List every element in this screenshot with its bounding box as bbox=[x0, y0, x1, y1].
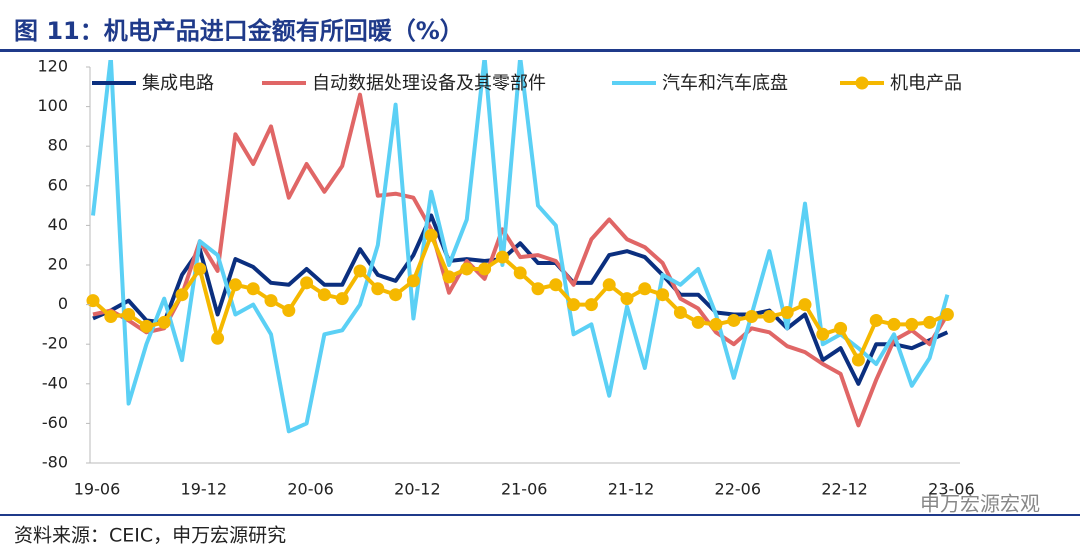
point bbox=[193, 262, 207, 276]
point bbox=[389, 288, 403, 302]
x-tick-label: 19-06 bbox=[74, 480, 121, 499]
point bbox=[638, 282, 652, 296]
x-tick-label: 23-06 bbox=[928, 480, 975, 499]
legend-label: 集成电路 bbox=[142, 73, 214, 94]
point bbox=[513, 266, 527, 280]
point bbox=[264, 294, 278, 308]
y-tick-label: 0 bbox=[58, 294, 68, 313]
point bbox=[834, 321, 848, 335]
y-tick-label: 100 bbox=[37, 96, 68, 115]
point bbox=[442, 270, 456, 284]
point bbox=[460, 262, 474, 276]
point bbox=[495, 250, 509, 264]
series-line bbox=[91, 60, 950, 434]
point bbox=[300, 276, 314, 290]
point bbox=[139, 319, 153, 333]
legend-item: 集成电路 bbox=[92, 73, 214, 94]
point bbox=[175, 288, 189, 302]
x-tick-label: 20-06 bbox=[287, 480, 334, 499]
point bbox=[602, 278, 616, 292]
legend-item: 机电产品 bbox=[840, 73, 962, 94]
y-tick-label: 60 bbox=[48, 175, 68, 194]
y-tick-label: 40 bbox=[48, 215, 68, 234]
point bbox=[531, 282, 545, 296]
point bbox=[762, 309, 776, 323]
point bbox=[122, 308, 136, 321]
point bbox=[228, 278, 242, 292]
plot-area bbox=[86, 60, 954, 434]
y-tick-label: -20 bbox=[42, 334, 68, 353]
legend-marker bbox=[855, 76, 869, 90]
footer-rule bbox=[0, 514, 1080, 516]
legend-label: 机电产品 bbox=[890, 73, 962, 94]
point bbox=[780, 306, 794, 320]
point bbox=[567, 298, 581, 312]
legend-item: 汽车和汽车底盘 bbox=[612, 73, 788, 94]
chart-title: 图 11：机电产品进口金额有所回暖（%） bbox=[14, 17, 464, 45]
point bbox=[424, 228, 438, 242]
point bbox=[353, 264, 367, 278]
x-tick-label: 22-12 bbox=[821, 480, 868, 499]
point bbox=[86, 294, 100, 308]
point bbox=[335, 292, 349, 306]
point bbox=[816, 327, 830, 341]
point bbox=[157, 315, 171, 329]
legend-label: 自动数据处理设备及其零部件 bbox=[312, 73, 546, 94]
point bbox=[851, 353, 865, 367]
legend-item: 自动数据处理设备及其零部件 bbox=[262, 73, 546, 94]
point bbox=[584, 298, 598, 312]
y-tick-label: 80 bbox=[48, 136, 68, 155]
point bbox=[940, 308, 954, 321]
point bbox=[549, 278, 563, 292]
legend-label: 汽车和汽车底盘 bbox=[662, 73, 788, 94]
point bbox=[869, 313, 883, 327]
point bbox=[727, 313, 741, 327]
point bbox=[887, 317, 901, 331]
point bbox=[246, 282, 260, 296]
x-tick-label: 21-06 bbox=[501, 480, 548, 499]
point bbox=[282, 304, 296, 318]
x-tick-label: 22-06 bbox=[715, 480, 762, 499]
x-tick-label: 20-12 bbox=[394, 480, 441, 499]
point bbox=[211, 331, 225, 345]
point bbox=[478, 262, 492, 276]
point bbox=[371, 282, 385, 296]
point bbox=[317, 288, 331, 302]
source: 资料来源：CEIC，申万宏源研究 bbox=[14, 525, 286, 547]
series-line bbox=[92, 92, 950, 428]
y-tick-label: -80 bbox=[42, 453, 68, 472]
point bbox=[691, 315, 705, 329]
y-tick-label: -60 bbox=[42, 413, 68, 432]
point bbox=[406, 274, 420, 288]
x-tick-label: 21-12 bbox=[608, 480, 655, 499]
point bbox=[923, 315, 937, 329]
y-tick-label: -40 bbox=[42, 373, 68, 392]
watermark: 申万宏源宏观 bbox=[920, 492, 1040, 516]
point bbox=[104, 309, 118, 323]
point bbox=[620, 292, 634, 306]
series-line bbox=[92, 213, 949, 386]
point bbox=[798, 298, 812, 312]
point bbox=[673, 306, 687, 320]
point bbox=[709, 317, 723, 331]
x-tick-label: 19-12 bbox=[181, 480, 228, 499]
point bbox=[656, 288, 670, 302]
point bbox=[745, 309, 759, 323]
point bbox=[905, 317, 919, 331]
y-tick-label: 20 bbox=[48, 255, 68, 274]
title-rule bbox=[0, 49, 1080, 52]
y-tick-label: 120 bbox=[37, 57, 68, 76]
